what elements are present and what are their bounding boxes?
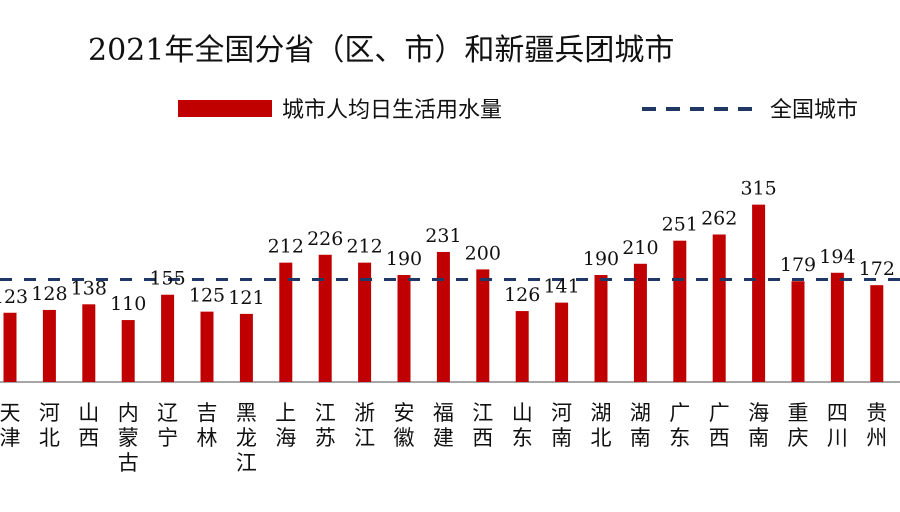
value-label-2: 138 (71, 277, 107, 299)
category-label-22: 贵州 (866, 401, 887, 450)
category-label-9: 浙江 (354, 401, 375, 450)
value-label-19: 315 (740, 178, 776, 200)
value-label-0: 123 (0, 286, 28, 308)
category-label-11: 福建 (433, 401, 454, 450)
bar-16 (633, 263, 647, 382)
legend-bar-swatch (178, 100, 272, 117)
value-label-11: 231 (425, 225, 461, 247)
category-label-18: 广西 (709, 401, 730, 450)
bar-5 (200, 311, 214, 382)
category-label-6: 黑龙江 (236, 401, 257, 475)
bar-7 (279, 262, 293, 382)
value-label-14: 141 (543, 276, 579, 298)
category-label-5: 吉林 (197, 401, 218, 450)
bar-0 (3, 312, 17, 382)
bar-15 (594, 275, 608, 382)
bar-18 (712, 234, 726, 382)
bar-14 (555, 302, 569, 382)
category-label-14: 河南 (551, 401, 572, 450)
bar-6 (239, 313, 253, 382)
legend-bar-label: 城市人均日生活用水量 (282, 98, 502, 123)
legend-line-label: 全国城市 (770, 98, 858, 123)
category-label-19: 海南 (748, 401, 769, 450)
bar-20 (791, 281, 805, 382)
value-label-8: 226 (307, 228, 343, 250)
bar-10 (397, 275, 411, 382)
bar-19 (752, 204, 766, 382)
category-label-15: 湖北 (591, 401, 612, 450)
category-label-1: 河北 (39, 401, 60, 450)
category-label-17: 广东 (669, 401, 690, 450)
value-label-12: 200 (465, 242, 501, 264)
bar-17 (673, 240, 687, 382)
value-label-7: 212 (268, 236, 304, 258)
bar-2 (82, 304, 96, 382)
value-labels-group: 1231281381101551251212122262121902312001… (0, 178, 895, 315)
category-labels-group: 天津河北山西内蒙古辽宁吉林黑龙江上海江苏浙江安徽福建江西山东河南湖北湖南广东广西… (0, 401, 887, 475)
value-label-20: 179 (780, 254, 816, 276)
value-label-3: 110 (110, 293, 146, 315)
category-label-21: 四川 (827, 401, 848, 450)
bar-1 (42, 309, 56, 382)
bar-13 (515, 311, 529, 382)
chart-title: 2021年全国分省（区、市）和新疆兵团城市 (88, 33, 674, 68)
value-label-21: 194 (819, 246, 855, 268)
category-label-8: 江苏 (315, 401, 336, 450)
category-label-2: 山西 (78, 401, 99, 450)
bar-21 (830, 272, 844, 382)
category-label-4: 辽宁 (157, 401, 178, 450)
category-label-13: 山东 (512, 401, 533, 450)
value-label-5: 125 (189, 285, 225, 307)
bar-12 (476, 269, 490, 382)
bar-3 (121, 320, 135, 382)
value-label-17: 251 (662, 214, 698, 236)
value-label-9: 212 (346, 236, 382, 258)
category-label-0: 天津 (0, 401, 21, 450)
category-label-16: 湖南 (630, 401, 651, 450)
category-label-3: 内蒙古 (118, 401, 139, 475)
bar-9 (358, 262, 372, 382)
bar-8 (318, 254, 332, 382)
value-label-18: 262 (701, 207, 737, 229)
value-label-1: 128 (31, 283, 67, 305)
legend: 城市人均日生活用水量 全国城市 (178, 98, 858, 123)
bars-group (3, 204, 884, 382)
bar-22 (870, 285, 884, 382)
value-label-6: 121 (228, 287, 264, 309)
category-label-10: 安徽 (394, 401, 415, 450)
value-label-22: 172 (859, 258, 895, 280)
category-label-7: 上海 (275, 401, 296, 450)
value-label-15: 190 (583, 248, 619, 270)
bar-11 (436, 251, 450, 382)
value-label-16: 210 (622, 237, 658, 259)
category-label-20: 重庆 (788, 401, 809, 450)
value-label-4: 155 (149, 268, 185, 290)
category-label-12: 江西 (472, 401, 493, 450)
value-label-13: 126 (504, 284, 540, 306)
value-label-10: 190 (386, 248, 422, 270)
bar-4 (161, 294, 175, 382)
